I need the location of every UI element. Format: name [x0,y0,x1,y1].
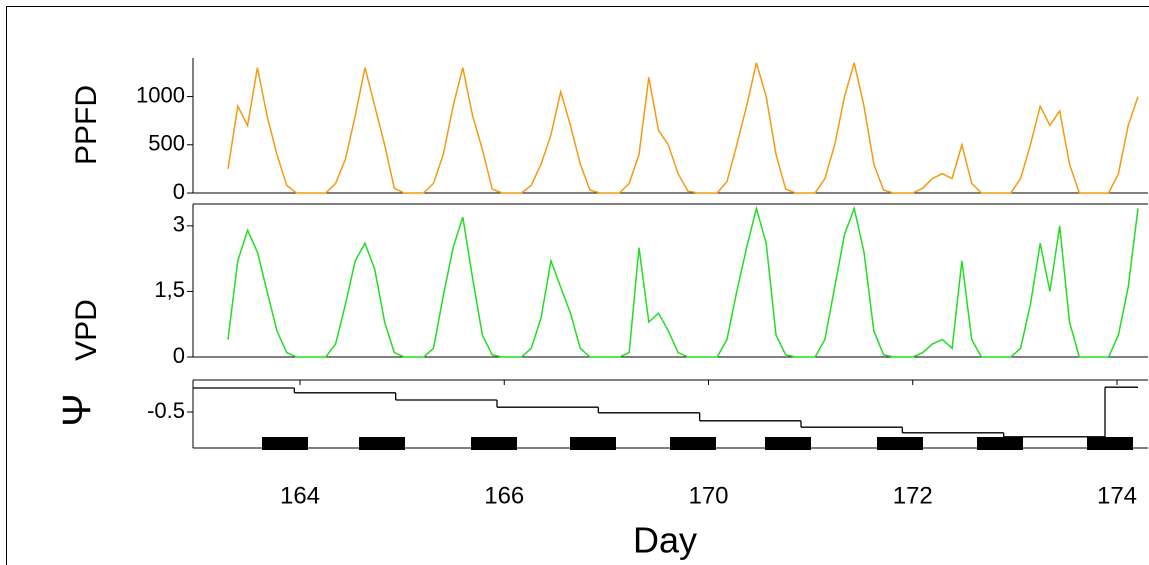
frame [6,6,1149,565]
y-axis-label: Ψ [56,393,100,426]
y-tick-label: 0 [173,343,185,368]
x-tick-label: 172 [893,482,933,509]
x-tick-label: 170 [688,482,728,509]
night-bar [570,437,616,450]
night-bar [877,437,923,450]
night-bar [977,437,1023,450]
night-bar [1087,437,1133,450]
night-bar [765,437,811,450]
y-tick-label: -0.5 [147,398,185,423]
x-tick-label: 166 [484,482,524,509]
night-bar [471,437,517,450]
night-bar [359,437,405,450]
y-tick-label: 3 [173,212,185,237]
data-line [227,62,1139,194]
x-axis-label: Day [633,520,697,561]
y-axis-label: PPFD [70,85,103,165]
night-bars [262,437,1133,450]
night-bar [262,437,308,450]
x-tick-label: 174 [1097,482,1137,509]
y-tick-label: 0 [173,179,185,204]
y-axis-label: VPD [70,299,103,361]
x-tick-label: 164 [280,482,320,509]
y-tick-label: 1000 [136,82,185,107]
data-line [227,205,1139,358]
night-bar [670,437,716,450]
y-tick-label: 500 [148,131,185,156]
y-tick-label: 1,5 [154,277,185,302]
